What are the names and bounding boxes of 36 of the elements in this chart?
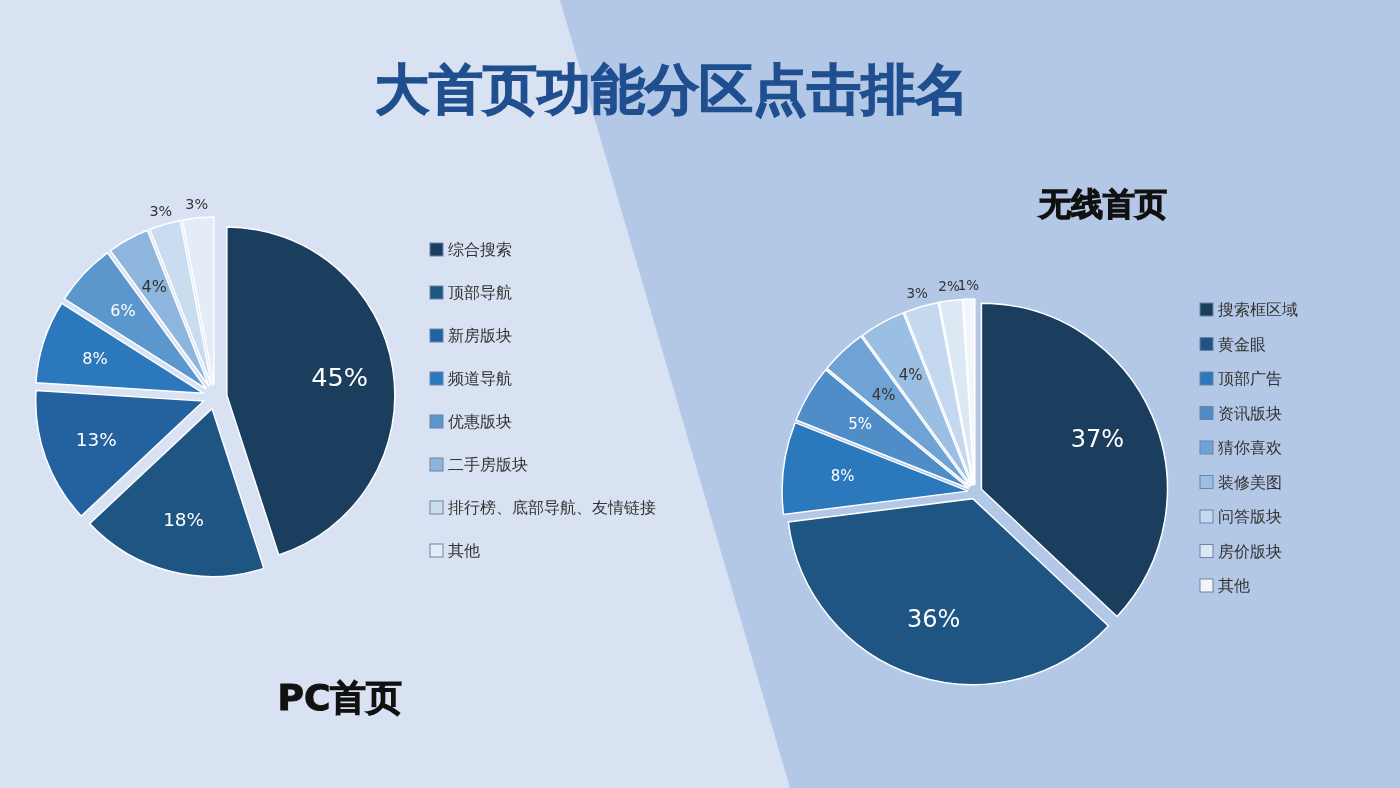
legend-label: 黄金眼 (1218, 334, 1266, 354)
chart-title: 无线首页 (1038, 185, 1167, 223)
data-label: 13% (75, 429, 117, 451)
legend-label: 其他 (1218, 576, 1250, 595)
legend-label: 资讯版块 (1218, 403, 1282, 423)
text: PC首页 (277, 677, 403, 718)
chart-title: 大首页功能分区点击排名 (375, 58, 969, 121)
data-label: 5% (848, 415, 873, 434)
legend-label: 顶部导航 (448, 283, 512, 302)
legend-label: 频道导航 (448, 369, 512, 388)
legend-label: 问答版块 (1218, 507, 1282, 526)
data-label: 4% (871, 385, 896, 404)
data-label: 8% (82, 348, 108, 368)
legend-label: 猜你喜欢 (1218, 438, 1282, 457)
data-label: 3% (185, 195, 209, 212)
data-label: 8% (830, 466, 855, 485)
legend-label: 综合搜索 (448, 240, 512, 259)
legend-label: 顶部广告 (1218, 369, 1282, 388)
data-label: 45% (311, 362, 369, 393)
data-label: 3% (906, 284, 929, 301)
legend-label: 装修美图 (1218, 472, 1282, 492)
legend-label: 搜索框区域 (1218, 300, 1298, 319)
data-label: 37% (1070, 425, 1125, 454)
legend-label: 排行榜、底部导航、友情链接 (448, 498, 656, 517)
data-label: 2% (938, 278, 960, 295)
data-label: 36% (907, 605, 961, 634)
legend-label: 房价版块 (1218, 541, 1282, 561)
data-label: 18% (163, 508, 205, 530)
legend-label: 优惠版块 (448, 412, 512, 431)
data-label: 3% (149, 202, 173, 219)
legend-label: 二手房版块 (448, 455, 528, 474)
data-label: 4% (141, 276, 167, 296)
legend-label: 新房版块 (448, 326, 512, 345)
data-label: 4% (898, 366, 923, 385)
legend-label: 其他 (448, 541, 480, 560)
data-label: 6% (110, 301, 136, 321)
